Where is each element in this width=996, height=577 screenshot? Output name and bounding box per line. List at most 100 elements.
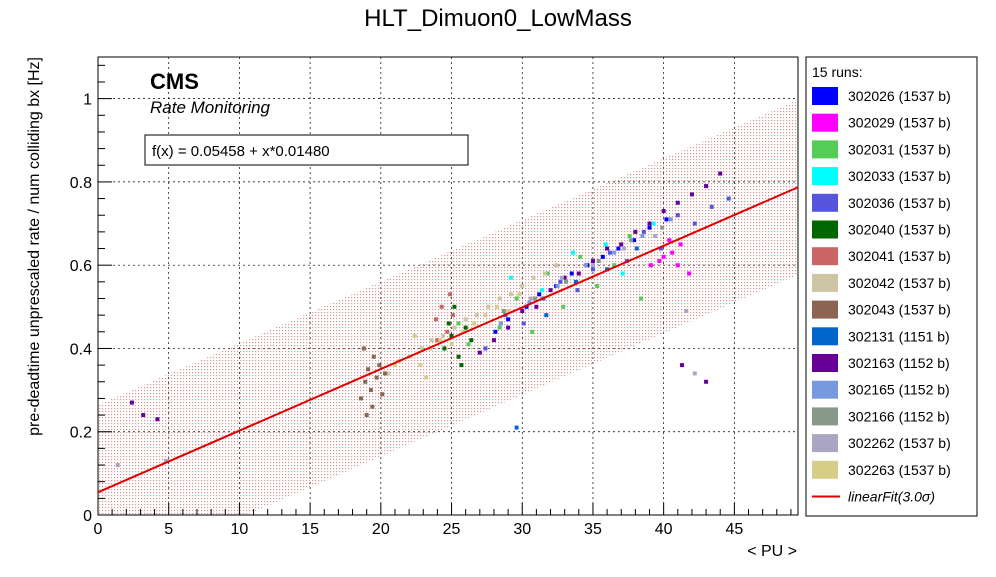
data-point [689, 192, 694, 197]
legend-entry: 302166 (1152 b) [848, 408, 950, 424]
x-tick-label: 45 [725, 521, 743, 538]
data-point [540, 288, 545, 293]
data-point [607, 250, 612, 255]
data-point [491, 338, 496, 343]
chart-title: HLT_Dimuon0_LowMass [364, 5, 632, 32]
y-tick-label: 1 [83, 92, 92, 109]
data-point [383, 371, 388, 376]
legend-entry: 302042 (1537 b) [848, 275, 951, 291]
data-point [452, 304, 457, 309]
data-point [163, 458, 168, 463]
legend-entry: 302262 (1537 b) [848, 435, 951, 451]
data-point [668, 217, 673, 222]
data-point [605, 246, 610, 251]
x-tick-label: 15 [301, 521, 319, 538]
data-point [483, 313, 488, 318]
data-point [506, 308, 511, 313]
data-point [463, 325, 468, 330]
data-point [506, 325, 511, 330]
data-point [448, 292, 453, 297]
axes: 0 5 10 15 20 25 30 35 40 45 0 0.2 0.4 0.6 0.8 1 [70, 64, 792, 538]
legend-entry: 302029 (1537 b) [848, 115, 951, 131]
data-point [569, 271, 574, 276]
data-point [441, 333, 446, 338]
data-point [661, 254, 666, 259]
data-point [531, 275, 536, 280]
data-point [657, 259, 662, 264]
data-point [631, 238, 636, 243]
data-point [576, 271, 581, 276]
legend-swatch [812, 247, 838, 266]
legend-swatch [812, 380, 838, 399]
data-point [647, 225, 652, 230]
data-point [445, 329, 450, 334]
data-point [412, 333, 417, 338]
data-point [385, 371, 390, 376]
data-point [466, 342, 471, 347]
data-point [155, 417, 160, 422]
data-point [590, 267, 595, 272]
data-point [692, 371, 697, 376]
fit-formula-box [144, 134, 469, 166]
data-point [524, 304, 529, 309]
data-point [648, 263, 653, 268]
legend-entry: 302165 (1152 b) [848, 382, 950, 398]
fit-line [97, 186, 799, 494]
legend-entry: 302043 (1537 b) [848, 302, 951, 318]
y-axis-label: pre-deadtime unprescaled rate / num coll… [26, 57, 43, 436]
fit-band [98, 99, 798, 515]
y-tick-label: 0.6 [70, 258, 92, 275]
data-point [651, 221, 656, 226]
fit-formula: f(x) = 0.05458 + x*0.01480 [152, 143, 330, 160]
y-tick-label: 0.8 [70, 175, 92, 192]
data-point [647, 221, 652, 226]
data-point [704, 184, 709, 189]
data-point [486, 304, 491, 309]
legend-entry: 302033 (1537 b) [848, 168, 951, 184]
data-point [558, 279, 563, 284]
data-point [363, 379, 368, 384]
data-point [483, 346, 488, 351]
data-point [590, 259, 595, 264]
data-point [527, 300, 532, 305]
data-point [460, 329, 465, 334]
data-point [678, 242, 683, 247]
data-point [634, 246, 639, 251]
x-tick-label: 25 [443, 521, 461, 538]
data-point [726, 196, 731, 201]
data-point [687, 271, 692, 276]
x-tick-label: 30 [513, 521, 531, 538]
data-point [520, 308, 525, 313]
data-point [554, 263, 559, 268]
data-point [675, 213, 680, 218]
data-point [452, 325, 457, 330]
data-point [620, 271, 625, 276]
data-point [521, 321, 526, 326]
legend-entry: 302026 (1537 b) [848, 88, 951, 104]
data-point [545, 271, 550, 276]
y-tick-label: 0.4 [70, 341, 92, 358]
x-tick-label: 10 [231, 521, 249, 538]
data-point [619, 242, 624, 247]
data-point [508, 275, 513, 280]
data-point [115, 463, 120, 468]
data-point [508, 292, 513, 297]
legend-entry: 302163 (1152 b) [848, 355, 950, 371]
legend-fit-label: linearFit(3.0σ) [848, 489, 935, 505]
legend-swatch [812, 220, 838, 239]
data-point [439, 304, 444, 309]
data-point [534, 304, 539, 309]
cms-label: CMS [150, 69, 199, 94]
legend-entry: 302031 (1537 b) [848, 141, 951, 157]
data-point [364, 413, 369, 418]
data-point [368, 388, 373, 393]
legend-swatch [812, 354, 838, 372]
data-point [664, 217, 669, 222]
data-point [542, 271, 547, 276]
data-point [537, 292, 542, 297]
data-point [555, 284, 560, 288]
data-point [435, 338, 440, 343]
data-point [680, 363, 685, 368]
